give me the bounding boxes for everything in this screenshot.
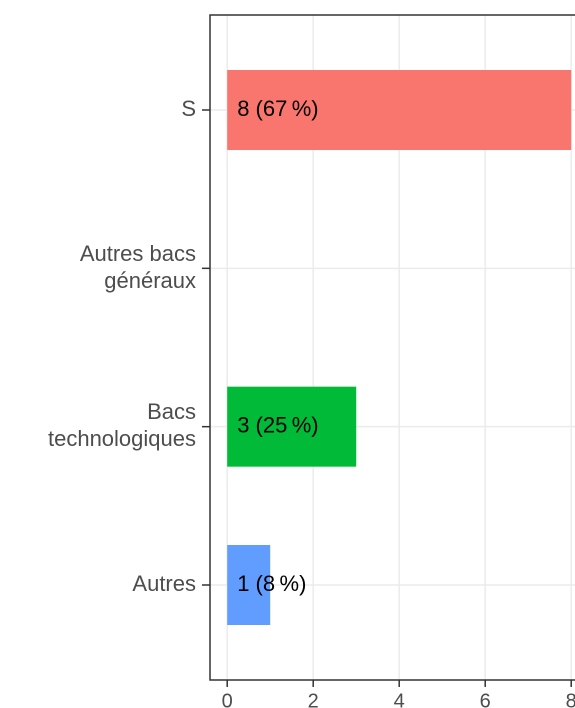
y-tick-label: S bbox=[181, 96, 196, 121]
y-tick-label-line: S bbox=[181, 96, 196, 121]
value-label: 8 (67 %) bbox=[237, 96, 318, 121]
bar bbox=[227, 545, 271, 625]
y-tick-label: Bacs technologiques bbox=[48, 399, 196, 451]
y-tick-label-line: Autres bacs bbox=[80, 241, 196, 266]
bar bbox=[227, 70, 572, 150]
y-tick-label-line: technologiques bbox=[48, 426, 196, 451]
y-tick-label-line: Bacs bbox=[147, 399, 196, 424]
y-tick-label-line: Autres bbox=[132, 571, 196, 596]
x-tick-label: 6 bbox=[480, 690, 491, 708]
x-tick-label: 2 bbox=[308, 690, 319, 708]
value-label: 1 (8 %) bbox=[237, 571, 306, 596]
y-tick-label: Autres bacs généraux bbox=[80, 241, 196, 293]
y-tick-label-line: généraux bbox=[104, 268, 196, 293]
x-tick-label: 8 bbox=[566, 690, 575, 708]
y-tick-label: Autres bbox=[132, 571, 196, 596]
value-label: 3 (25 %) bbox=[237, 412, 318, 437]
x-tick-label: 4 bbox=[394, 690, 405, 708]
x-tick-label: 0 bbox=[222, 690, 233, 708]
bar bbox=[227, 386, 357, 467]
